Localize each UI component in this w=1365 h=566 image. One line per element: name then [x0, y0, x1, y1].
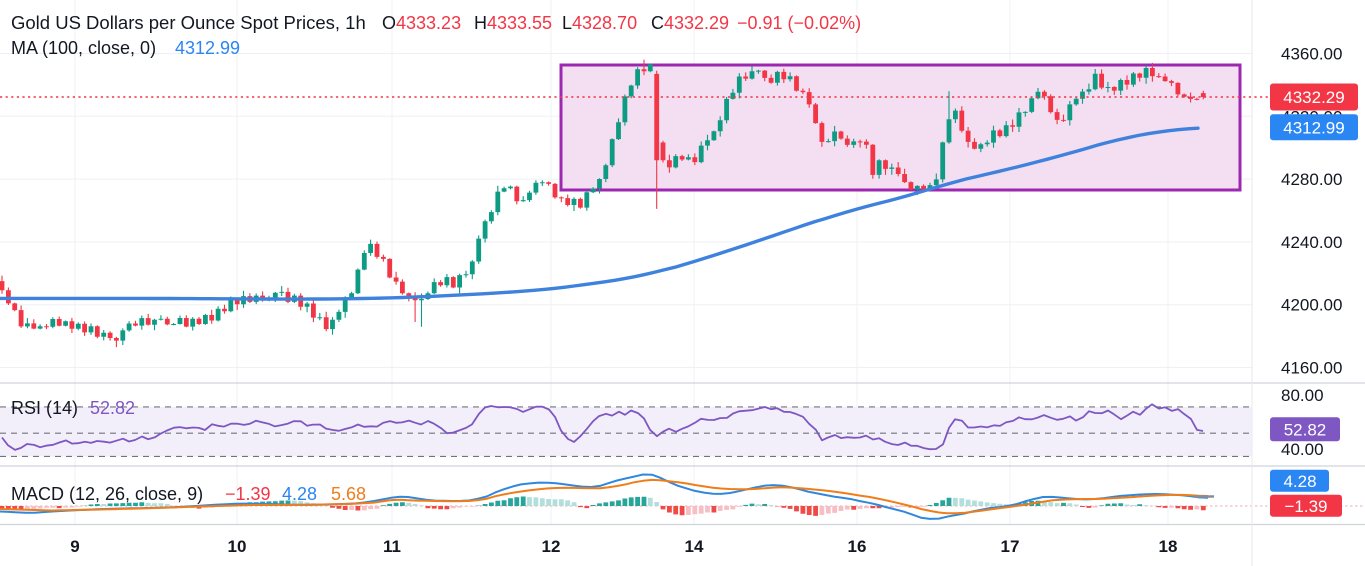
- svg-text:4280.00: 4280.00: [1281, 170, 1342, 189]
- svg-text:11: 11: [383, 537, 401, 556]
- svg-text:O4333.23: O4333.23: [382, 13, 461, 33]
- svg-text:−1.39: −1.39: [1284, 497, 1327, 516]
- svg-text:MA (100, close, 0): MA (100, close, 0): [11, 38, 156, 58]
- svg-text:16: 16: [848, 537, 867, 556]
- svg-text:5.68: 5.68: [331, 484, 366, 504]
- svg-text:4360.00: 4360.00: [1281, 45, 1342, 64]
- svg-text:RSI (14): RSI (14): [11, 398, 78, 418]
- svg-text:H4333.55: H4333.55: [474, 13, 552, 33]
- svg-text:52.82: 52.82: [1284, 420, 1327, 439]
- svg-text:4312.99: 4312.99: [1283, 118, 1344, 137]
- svg-text:80.00: 80.00: [1281, 386, 1324, 405]
- svg-text:18: 18: [1159, 537, 1178, 556]
- svg-text:4240.00: 4240.00: [1281, 233, 1342, 252]
- svg-text:4312.99: 4312.99: [175, 38, 240, 58]
- svg-text:4.28: 4.28: [282, 484, 317, 504]
- svg-text:9: 9: [70, 537, 79, 556]
- svg-text:14: 14: [685, 537, 704, 556]
- svg-text:17: 17: [1001, 537, 1020, 556]
- svg-text:52.82: 52.82: [90, 398, 135, 418]
- svg-text:L4328.70: L4328.70: [562, 13, 637, 33]
- svg-text:4200.00: 4200.00: [1281, 296, 1342, 315]
- svg-text:4332.29: 4332.29: [1283, 88, 1344, 107]
- svg-text:Gold US Dollars per Ounce Spot: Gold US Dollars per Ounce Spot Prices, 1…: [11, 12, 366, 33]
- svg-text:MACD (12, 26, close, 9): MACD (12, 26, close, 9): [11, 484, 203, 504]
- svg-text:10: 10: [228, 537, 247, 556]
- svg-text:−0.91 (−0.02%): −0.91 (−0.02%): [737, 13, 861, 33]
- svg-text:12: 12: [542, 537, 561, 556]
- svg-text:4160.00: 4160.00: [1281, 359, 1342, 378]
- svg-text:4.28: 4.28: [1283, 472, 1316, 491]
- svg-text:−1.39: −1.39: [225, 484, 271, 504]
- svg-text:40.00: 40.00: [1281, 440, 1324, 459]
- svg-text:C4332.29: C4332.29: [651, 13, 729, 33]
